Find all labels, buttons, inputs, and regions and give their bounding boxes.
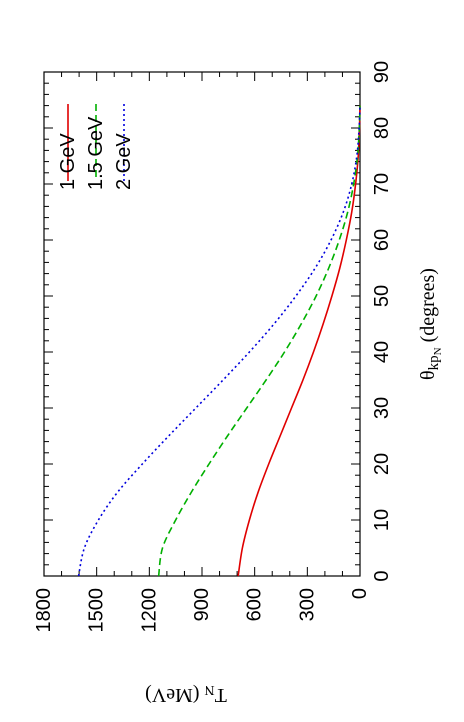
y-tick-label: 1500 <box>86 588 108 633</box>
data-series <box>77 105 361 577</box>
x-tick-label: 40 <box>371 341 393 363</box>
series-line-2 <box>157 105 361 577</box>
y-tick-label: 1200 <box>138 588 160 633</box>
x-tick-label: 10 <box>371 509 393 531</box>
legend: 1 GeV 1.5 GeV 2 GeV <box>57 104 135 190</box>
axis-labels: θkpN (degrees) TN (MeV) <box>145 268 444 706</box>
x-tick-label: 20 <box>371 453 393 475</box>
x-tick-label: 30 <box>371 397 393 419</box>
y-tick-label: 300 <box>296 588 318 621</box>
y-tick-label: 1800 <box>33 588 55 633</box>
x-tick-label: 70 <box>371 173 393 195</box>
x-tick-label: 80 <box>371 117 393 139</box>
series-line-3 <box>77 105 361 577</box>
legend-label-3: 2 GeV <box>113 133 135 190</box>
x-tick-label: 90 <box>371 61 393 83</box>
legend-label-2: 1.5 GeV <box>85 116 107 190</box>
y-axis-title: TN (MeV) <box>145 683 227 707</box>
x-tick-label: 60 <box>371 229 393 251</box>
y-tick-label: 0 <box>349 588 371 599</box>
legend-label-1: 1 GeV <box>57 133 79 190</box>
x-tick-label: 0 <box>371 570 393 581</box>
y-tick-label: 900 <box>191 588 213 621</box>
series-line-1 <box>237 105 361 577</box>
x-axis-title: θkpN (degrees) <box>417 268 444 380</box>
axis-ticks: 0102030405060708090030060090012001500180… <box>33 61 393 633</box>
y-tick-label: 600 <box>244 588 266 621</box>
x-tick-label: 50 <box>371 285 393 307</box>
